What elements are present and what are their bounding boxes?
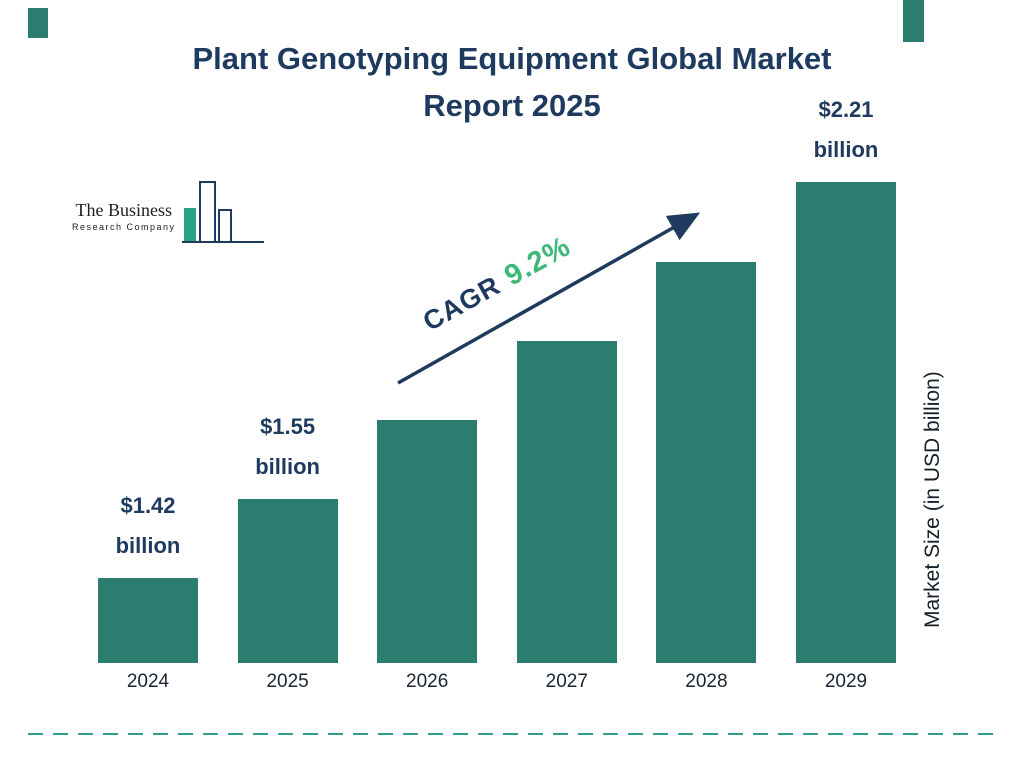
corner-decoration-top-left [28, 8, 48, 38]
value-label-2029: $2.21 billion [813, 97, 879, 162]
company-logo-text: The Business Research Company [72, 200, 176, 246]
bar-2027 [516, 341, 617, 663]
x-axis-label-2025: 2025 [266, 671, 309, 692]
bar-2029 [796, 182, 896, 663]
y-axis-label: Market Size (in USD billion) [921, 371, 944, 629]
bar-2026 [377, 420, 478, 663]
logo-bar-chart-icon [181, 181, 264, 243]
value-label-2025: $1.55 billion [255, 414, 320, 479]
x-axis-label-2028: 2028 [685, 671, 728, 692]
page-title: Plant Genotyping Equipment Global Market… [0, 36, 1024, 129]
logo-text-primary: The Business [75, 200, 173, 220]
x-axis-label-2024: 2024 [126, 671, 170, 692]
page-title-line2: Report 2025 [423, 87, 601, 123]
page-title-line1: Plant Genotyping Equipment Global Market [192, 41, 832, 76]
bar-2028 [656, 262, 757, 663]
company-logo: The Business Research Company [72, 180, 266, 246]
corner-decoration-top-right [903, 0, 924, 42]
value-label-2024: $1.42 billion [115, 493, 181, 558]
bar-2025 [237, 499, 338, 663]
bottom-dashed-divider [28, 733, 996, 735]
x-axis-label-2029: 2029 [824, 671, 868, 692]
x-axis-label-2027: 2027 [545, 671, 588, 692]
logo-text-secondary: Research Company [72, 222, 176, 232]
x-axis-label-2026: 2026 [406, 671, 449, 692]
bar-2024 [98, 578, 198, 663]
